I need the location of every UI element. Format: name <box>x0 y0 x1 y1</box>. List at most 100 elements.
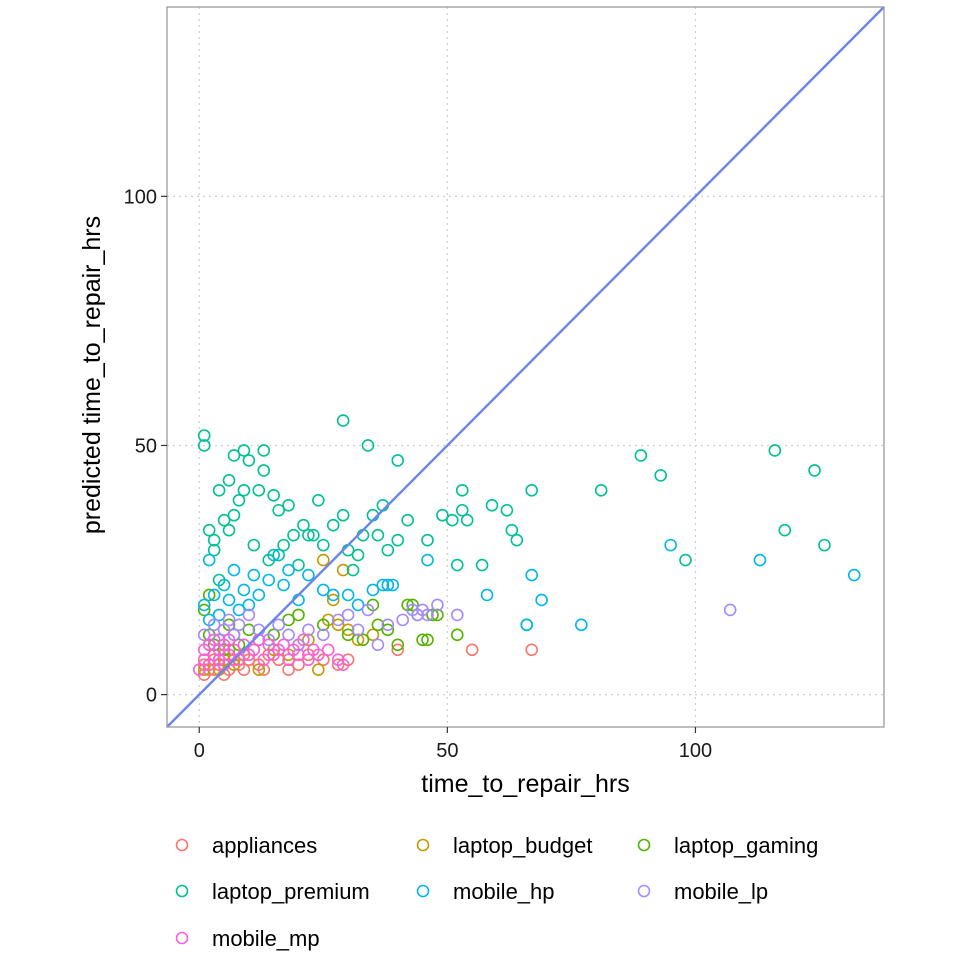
data-point <box>232 493 246 507</box>
data-point <box>252 484 266 497</box>
data-point <box>421 533 434 547</box>
data-point <box>272 503 285 517</box>
data-point <box>465 643 479 657</box>
data-point <box>207 633 221 647</box>
data-point <box>267 548 280 562</box>
data-point <box>381 623 395 637</box>
data-point <box>351 623 365 637</box>
data-point <box>321 643 335 657</box>
y-axis-title: predicted time_to_repair_hrs <box>78 216 106 534</box>
data-point <box>292 658 305 672</box>
legend-item-laptop_budget: laptop_budget <box>416 833 592 858</box>
data-point <box>406 598 419 612</box>
data-point <box>664 538 677 552</box>
plot-panel-border <box>166 6 885 728</box>
data-point <box>351 633 365 647</box>
data-point <box>455 503 469 517</box>
data-point <box>297 633 310 647</box>
data-point <box>450 558 464 572</box>
data-point <box>277 538 290 552</box>
data-point <box>421 608 434 622</box>
data-point <box>753 553 767 567</box>
data-point <box>207 618 221 632</box>
data-point <box>634 449 648 462</box>
data-point <box>242 653 256 667</box>
data-point <box>197 598 211 612</box>
data-point <box>302 653 315 667</box>
data-point <box>525 568 539 582</box>
series-mobile_hp <box>197 538 861 632</box>
data-point <box>341 623 355 637</box>
x-axis-title: time_to_repair_hrs <box>421 770 629 798</box>
legend-key <box>637 838 651 852</box>
data-point <box>202 523 216 537</box>
data-point <box>262 638 276 652</box>
data-point <box>312 648 325 662</box>
data-point <box>525 484 539 497</box>
data-point <box>500 503 514 517</box>
axis-ticks: 0 50 100 0 50 100 <box>124 186 713 762</box>
data-point <box>326 588 340 602</box>
data-point <box>242 608 256 622</box>
data-point <box>396 613 409 627</box>
data-point <box>778 523 792 537</box>
legend-key <box>416 884 430 898</box>
data-point <box>510 533 524 547</box>
data-point <box>302 623 315 637</box>
data-point <box>227 563 241 577</box>
data-point <box>505 523 519 537</box>
data-point <box>282 663 295 676</box>
legend-key <box>175 931 189 945</box>
data-point <box>336 658 350 672</box>
data-point <box>227 643 241 657</box>
legend-item-mobile_hp: mobile_hp <box>416 879 555 904</box>
data-point <box>326 593 340 607</box>
data-point <box>361 603 375 617</box>
data-point <box>262 573 276 587</box>
data-point <box>450 628 464 642</box>
data-point <box>341 608 355 622</box>
data-point <box>207 533 221 547</box>
data-point <box>520 618 534 632</box>
data-point <box>282 498 295 512</box>
data-point <box>282 613 295 627</box>
data-point <box>197 628 211 642</box>
legend-label: laptop_gaming <box>674 833 818 858</box>
data-point <box>847 568 861 582</box>
data-point <box>277 578 290 592</box>
data-point <box>371 618 385 632</box>
legend-item-mobile_mp: mobile_mp <box>175 926 320 951</box>
data-point <box>679 553 692 567</box>
data-point <box>455 484 469 497</box>
data-point <box>237 444 251 457</box>
data-point <box>331 658 345 672</box>
data-point <box>381 543 395 557</box>
legend-key <box>175 884 189 898</box>
data-point <box>297 518 310 532</box>
data-point <box>381 618 395 632</box>
data-point <box>292 648 305 662</box>
data-point <box>356 633 370 647</box>
data-point <box>336 414 350 427</box>
data-point <box>307 528 320 542</box>
legend-label: laptop_budget <box>453 833 592 858</box>
data-point <box>421 553 434 567</box>
data-point <box>431 608 444 622</box>
data-point <box>242 454 256 467</box>
data-point <box>317 628 330 642</box>
data-point <box>416 633 429 647</box>
y-tick-label: 50 <box>135 435 157 457</box>
data-point <box>192 663 206 676</box>
data-point <box>535 593 548 607</box>
data-point <box>217 578 231 592</box>
legend-key <box>637 884 651 898</box>
data-point <box>242 623 256 637</box>
data-point <box>222 593 236 607</box>
data-point <box>436 508 449 522</box>
data-point <box>575 618 588 632</box>
data-point <box>351 598 365 612</box>
data-point <box>391 533 405 547</box>
data-point <box>257 464 271 477</box>
legend-label: mobile_mp <box>212 926 320 951</box>
data-point <box>391 454 405 467</box>
